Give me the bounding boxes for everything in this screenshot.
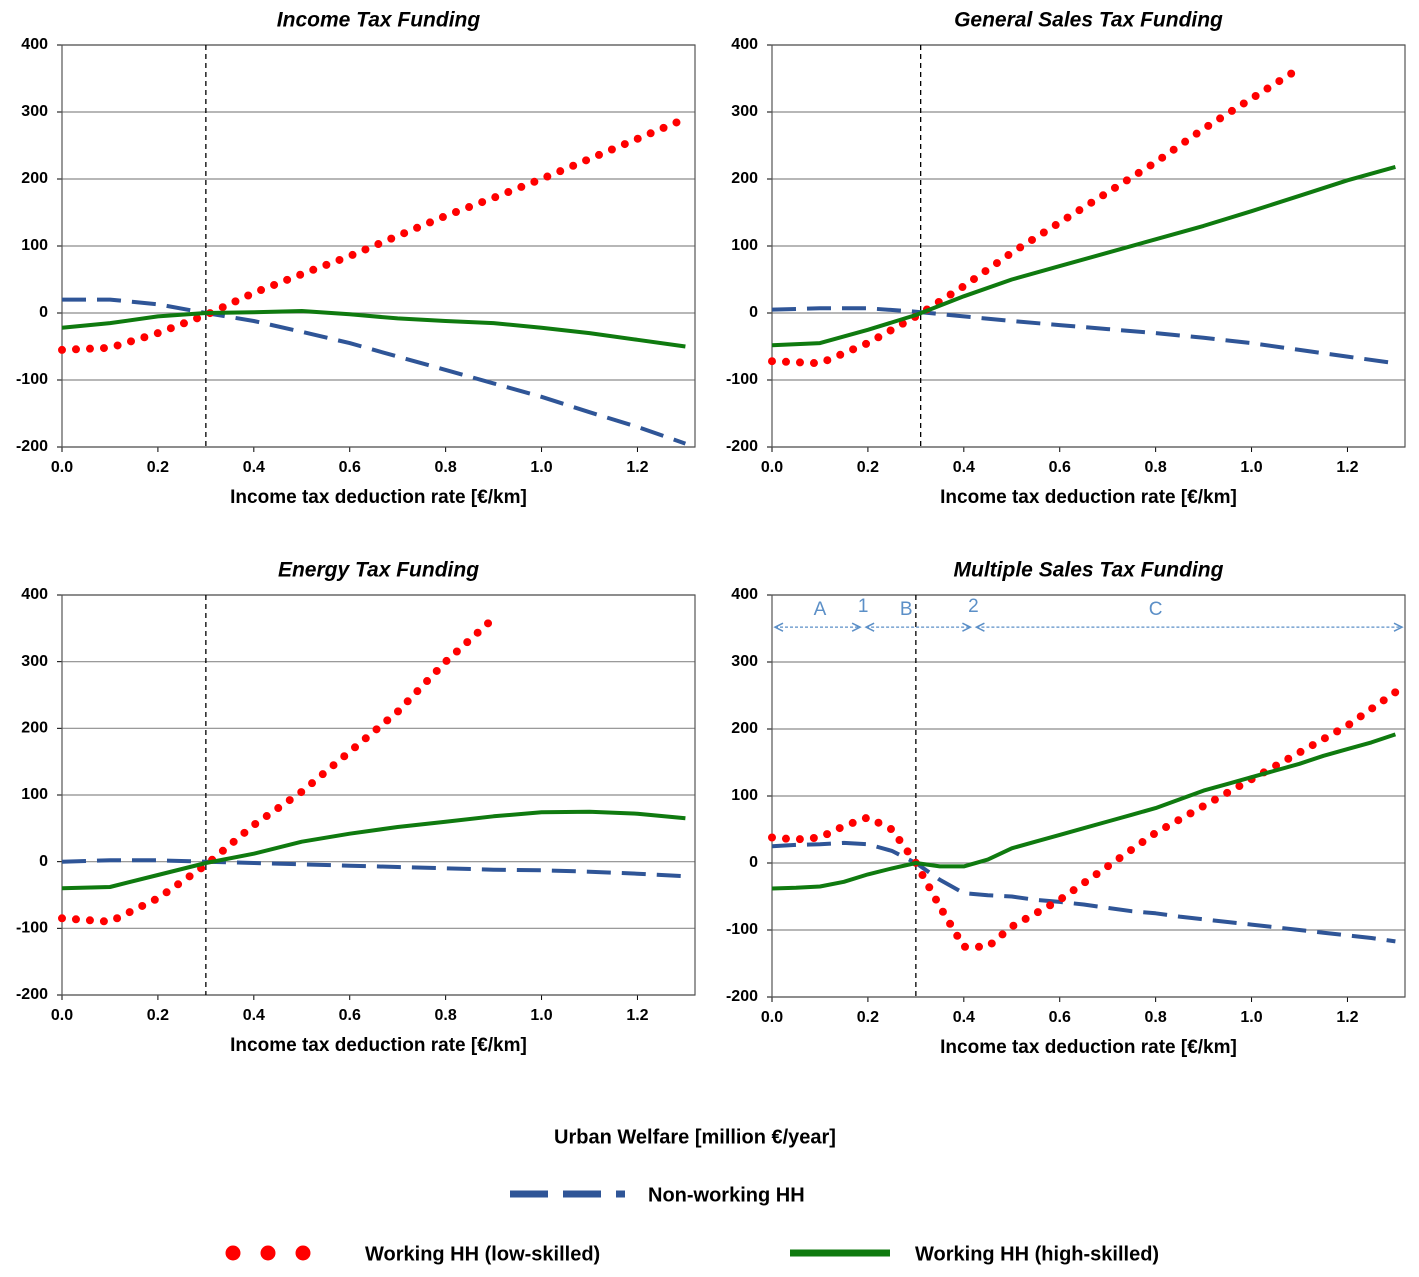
annotation: A — [814, 599, 827, 620]
y-tick-label: -100 — [16, 920, 48, 937]
x-tick-label: 1.2 — [1336, 1009, 1358, 1026]
y-tick-label: -200 — [726, 438, 758, 455]
annotation: 1 — [858, 596, 869, 617]
y-tick-label: 300 — [21, 103, 48, 120]
annotation: C — [1149, 599, 1163, 620]
x-tick-label: 0.4 — [243, 1007, 265, 1024]
arrow-head — [962, 622, 973, 632]
y-tick-label: -100 — [726, 371, 758, 388]
chart-title: General Sales Tax Funding — [954, 9, 1223, 32]
legend-label: Non-working HH — [648, 1184, 805, 1206]
x-tick-label: 1.2 — [626, 459, 648, 476]
y-tick-label: 400 — [731, 36, 758, 53]
arrow-head — [864, 622, 875, 632]
series-line — [61, 809, 686, 891]
x-tick-label: 0.8 — [1145, 459, 1167, 476]
x-tick-label: 0.8 — [435, 1007, 457, 1024]
y-tick-label: 100 — [21, 237, 48, 254]
y-tick-label: 100 — [21, 786, 48, 803]
x-axis-label: Income tax deduction rate [€/km] — [940, 487, 1237, 508]
y-tick-label: 0 — [749, 304, 758, 321]
y-tick-label: 400 — [21, 586, 48, 603]
chart-title: Energy Tax Funding — [278, 559, 479, 582]
y-tick-label: -200 — [16, 438, 48, 455]
legend-label: Working HH (high-skilled) — [915, 1243, 1159, 1265]
x-tick-label: 0.0 — [761, 459, 783, 476]
series-line — [771, 732, 1397, 891]
chart-title: Multiple Sales Tax Funding — [954, 559, 1224, 582]
y-tick-label: 300 — [731, 103, 758, 120]
series-line — [61, 309, 686, 349]
x-tick-label: 0.2 — [147, 459, 169, 476]
x-tick-label: 0.6 — [1049, 1009, 1071, 1026]
legend-label: Working HH (low-skilled) — [365, 1243, 600, 1265]
x-tick-label: 0.6 — [339, 459, 361, 476]
x-tick-label: 0.0 — [761, 1009, 783, 1026]
x-tick-label: 1.0 — [530, 1007, 552, 1024]
y-tick-label: 200 — [731, 170, 758, 187]
series-line — [768, 688, 1400, 951]
y-tick-label: -200 — [726, 988, 758, 1005]
arrow-head — [773, 622, 784, 632]
x-axis-label: Income tax deduction rate [€/km] — [940, 1037, 1237, 1058]
series-line — [58, 614, 498, 926]
series-line — [771, 306, 1396, 366]
arrow-head — [1393, 622, 1404, 632]
y-tick-label: 0 — [749, 854, 758, 871]
x-tick-label: 1.0 — [1240, 1009, 1262, 1026]
x-tick-label: 0.4 — [243, 459, 265, 476]
x-tick-label: 0.0 — [51, 459, 73, 476]
x-axis-label: Income tax deduction rate [€/km] — [230, 487, 527, 508]
x-tick-label: 0.2 — [147, 1007, 169, 1024]
x-tick-label: 0.2 — [857, 459, 879, 476]
y-tick-label: 300 — [731, 653, 758, 670]
plot-frame — [61, 44, 696, 448]
y-tick-label: 0 — [39, 304, 48, 321]
y-tick-label: 0 — [39, 853, 48, 870]
annotation: 2 — [968, 596, 979, 617]
x-axis-label: Income tax deduction rate [€/km] — [230, 1035, 527, 1056]
arrow-head — [851, 622, 862, 632]
x-tick-label: 1.0 — [530, 459, 552, 476]
x-tick-label: 1.2 — [626, 1007, 648, 1024]
y-tick-label: 200 — [21, 720, 48, 737]
x-tick-label: 0.8 — [1145, 1009, 1167, 1026]
series-line — [768, 64, 1304, 368]
y-tick-label: 200 — [731, 720, 758, 737]
annotation: B — [900, 599, 913, 620]
y-tick-label: 100 — [731, 237, 758, 254]
y-tick-label: -100 — [726, 921, 758, 938]
y-tick-label: 300 — [21, 653, 48, 670]
y-tick-label: 200 — [21, 170, 48, 187]
arrow-head — [974, 622, 985, 632]
x-tick-label: 0.4 — [953, 459, 975, 476]
legend-title: Urban Welfare [million €/year] — [554, 1126, 836, 1148]
x-tick-label: 0.4 — [953, 1009, 975, 1026]
y-tick-label: -200 — [16, 986, 48, 1003]
x-tick-label: 0.8 — [435, 459, 457, 476]
plot-frame — [771, 594, 1406, 998]
chart-title: Income Tax Funding — [277, 9, 481, 32]
x-tick-label: 1.2 — [1336, 459, 1358, 476]
series-line — [62, 297, 687, 446]
y-tick-label: 400 — [21, 36, 48, 53]
series-line — [771, 164, 1396, 348]
x-tick-label: 1.0 — [1240, 459, 1262, 476]
y-tick-label: 400 — [731, 586, 758, 603]
x-tick-label: 0.2 — [857, 1009, 879, 1026]
series-line — [771, 840, 1396, 944]
x-tick-label: 0.0 — [51, 1007, 73, 1024]
x-tick-label: 0.6 — [339, 1007, 361, 1024]
plot-frame — [771, 44, 1406, 448]
plot-frame — [61, 594, 696, 996]
x-tick-label: 0.6 — [1049, 459, 1071, 476]
y-tick-label: 100 — [731, 787, 758, 804]
y-tick-label: -100 — [16, 371, 48, 388]
